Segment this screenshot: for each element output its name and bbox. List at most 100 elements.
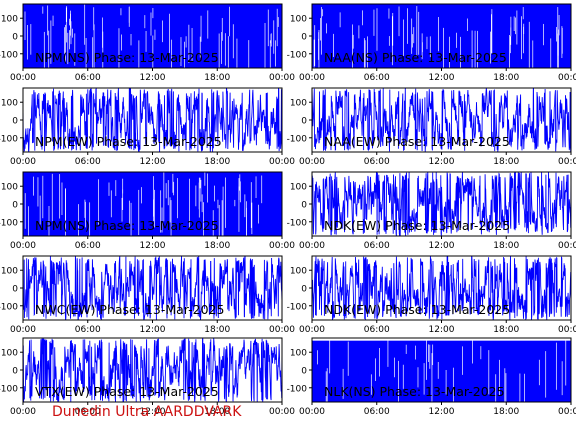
- y-tick-label: 100: [290, 267, 307, 277]
- x-tick-label: 00:00: [558, 157, 576, 167]
- trace-group: [23, 338, 282, 402]
- y-tick-label: 0: [12, 33, 18, 43]
- x-tick-label: 18:00: [493, 325, 519, 335]
- x-tick-label: 00:00: [269, 73, 295, 83]
- panel-title: NAA(NS) Phase: 13-Mar-2025: [324, 50, 507, 65]
- x-tick-label: 00:00: [558, 407, 576, 417]
- trace-line: [23, 88, 282, 152]
- y-tick-label: 100: [1, 99, 18, 109]
- x-tick-label: 06:00: [75, 241, 101, 251]
- x-tick-label: 12:00: [429, 73, 455, 83]
- x-tick-label: 12:00: [429, 407, 455, 417]
- x-tick-label: 06:00: [364, 325, 390, 335]
- trace-fill: [312, 340, 571, 402]
- x-tick-label: 18:00: [493, 241, 519, 251]
- panel-1: 100 0 -100 00:00 06:00 12:00 18:00 00:00 NPM(NS)…: [0, 3, 295, 83]
- y-tick-label: 100: [1, 183, 18, 193]
- x-tick-label: 06:00: [75, 157, 101, 167]
- x-tick-label: 18:00: [204, 73, 230, 83]
- y-tick-label: 0: [301, 201, 307, 211]
- x-tick-label: 12:00: [140, 241, 166, 251]
- y-tick-label: -100: [287, 50, 308, 60]
- y-tick-label: 100: [1, 349, 18, 359]
- x-tick-label: 00:00: [558, 325, 576, 335]
- x-tick-label: 06:00: [364, 241, 390, 251]
- y-tick-label: 0: [301, 117, 307, 127]
- y-tick-label: 0: [12, 367, 18, 377]
- panel-5: 100 0 -100 00:00 06:00 12:00 18:00 00:00 NPM(NS)…: [0, 171, 295, 251]
- x-tick-label: 00:00: [10, 157, 36, 167]
- x-tick-label: 00:00: [558, 241, 576, 251]
- y-tick-label: -100: [0, 384, 18, 394]
- trace-line: [312, 88, 571, 152]
- x-tick-label: 06:00: [364, 157, 390, 167]
- x-tick-label: 06:00: [364, 73, 390, 83]
- trace-group: [312, 256, 571, 320]
- y-tick-label: 100: [290, 183, 307, 193]
- x-tick-label: 12:00: [429, 157, 455, 167]
- y-tick-label: -100: [287, 302, 308, 312]
- trace-group: [23, 88, 282, 152]
- y-tick-label: -100: [287, 134, 308, 144]
- credit-label: Dunedin Ultra AARDDVARK: [52, 404, 242, 420]
- y-tick-label: 0: [12, 117, 18, 127]
- x-tick-label: 00:00: [299, 157, 325, 167]
- x-tick-label: 18:00: [204, 157, 230, 167]
- y-tick-label: 100: [290, 349, 307, 359]
- panel-6: 100 0 -100 00:00 06:00 12:00 18:00 00:00 NDK(EW)…: [287, 171, 576, 251]
- y-tick-label: 100: [1, 267, 18, 277]
- x-tick-label: 00:00: [269, 325, 295, 335]
- x-tick-label: 06:00: [75, 325, 101, 335]
- y-tick-label: -100: [0, 134, 18, 144]
- x-tick-label: 18:00: [204, 241, 230, 251]
- trace-group: [312, 88, 571, 152]
- panel-10: 100 0 -100 00:00 06:00 12:00 18:00 00:00 NLK(NS)…: [287, 337, 576, 417]
- panel-title: NDK(EW) Phase: 13-Mar-2025: [324, 302, 510, 317]
- x-tick-label: 18:00: [493, 407, 519, 417]
- x-tick-label: 00:00: [299, 407, 325, 417]
- x-tick-label: 12:00: [140, 407, 166, 417]
- x-tick-label: 12:00: [429, 325, 455, 335]
- y-tick-label: -100: [0, 50, 18, 60]
- y-tick-label: 100: [1, 15, 18, 25]
- trace-group: [312, 338, 571, 402]
- panel-9: 100 0 -100 00:00 06:00 12:00 18:00 00:00 VTX(EW)…: [0, 337, 295, 417]
- x-tick-label: 12:00: [140, 157, 166, 167]
- trace-group: [23, 172, 282, 236]
- x-tick-label: 00:00: [269, 407, 295, 417]
- panel-title: NDK(EW) Phase: 13-Mar-2025: [324, 218, 510, 233]
- trace-line: [23, 256, 282, 320]
- x-tick-label: 00:00: [10, 73, 36, 83]
- panel-title: NWC(EW) Phase: 13-Mar-2025: [35, 302, 224, 317]
- x-tick-label: 18:00: [204, 325, 230, 335]
- x-tick-label: 00:00: [299, 325, 325, 335]
- trace-fill: [312, 4, 571, 68]
- x-tick-label: 00:00: [299, 241, 325, 251]
- x-tick-label: 00:00: [299, 73, 325, 83]
- y-tick-label: 0: [301, 367, 307, 377]
- x-tick-label: 00:00: [269, 157, 295, 167]
- x-tick-label: 18:00: [493, 157, 519, 167]
- trace-group: [312, 172, 571, 236]
- x-tick-label: 18:00: [493, 73, 519, 83]
- x-tick-label: 06:00: [364, 407, 390, 417]
- y-tick-label: 0: [301, 33, 307, 43]
- panel-2: 100 0 -100 00:00 06:00 12:00 18:00 00:00 NAA(NS)…: [287, 3, 576, 83]
- trace-line: [312, 172, 571, 236]
- x-tick-label: 06:00: [75, 73, 101, 83]
- y-tick-label: 100: [290, 15, 307, 25]
- trace-line: [23, 338, 282, 402]
- y-tick-label: -100: [0, 218, 18, 228]
- panel-title: NPM(NS) Phase: 13-Mar-2025: [35, 218, 219, 233]
- x-tick-label: 12:00: [140, 73, 166, 83]
- y-tick-label: -100: [287, 218, 308, 228]
- panel-4: 100 0 -100 00:00 06:00 12:00 18:00 00:00 NAA(EW)…: [287, 87, 576, 167]
- x-tick-label: 06:00: [75, 407, 101, 417]
- panel-8: 100 0 -100 00:00 06:00 12:00 18:00 00:00 NDK(EW)…: [287, 255, 576, 335]
- x-tick-label: 12:00: [429, 241, 455, 251]
- panel-title: NAA(EW) Phase: 13-Mar-2025: [324, 134, 510, 149]
- panel-title: NPM(EW) Phase: 13-Mar-2025: [35, 134, 222, 149]
- panel-3: 100 0 -100 00:00 06:00 12:00 18:00 00:00 NPM(EW)…: [0, 87, 295, 167]
- panel-title: VTX(EW) Phase: 13-Mar-2025: [35, 384, 219, 399]
